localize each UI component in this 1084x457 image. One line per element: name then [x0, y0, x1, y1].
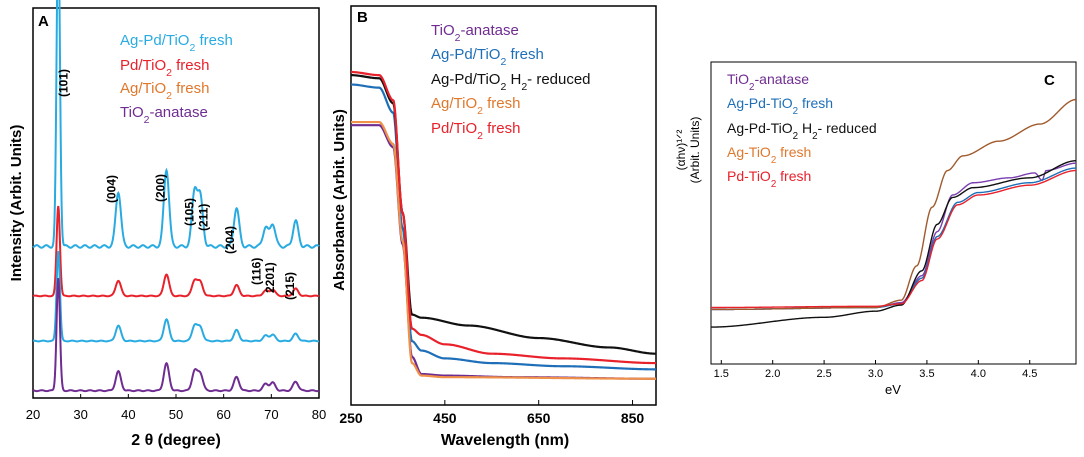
panel-c-letter: C — [1044, 72, 1055, 89]
peak-annotation-5: (204) — [223, 226, 237, 254]
x-tick-label-50: 50 — [169, 407, 183, 422]
x-tick-label-1.5: 1.5 — [714, 368, 729, 380]
legend-entry-tio-anatase: TiO2-anatase — [431, 22, 519, 44]
series-line-ag-pd-tio-fresh — [711, 167, 1077, 311]
panel-c-curves — [710, 98, 1077, 328]
series-line-tio-anatase — [711, 162, 1077, 311]
panel-c: C 1.5 2.0 2.5 3.0 3.5 4.0 4.5 TiO2-anataseAg-P… — [674, 61, 1077, 397]
legend-entry-pd-tio-fresh: Pd-TiO2 fresh — [727, 168, 811, 190]
x-tick-label-3: 3.0 — [868, 368, 883, 380]
panel-a-curves — [32, 0, 320, 393]
x-tick-label-4: 4.0 — [971, 368, 986, 380]
legend-entry-pd-tio-fresh: Pd/TiO2 fresh — [431, 120, 520, 142]
x-tick-label-250: 250 — [339, 410, 363, 426]
legend-entry-ag-tio-fresh: Ag/TiO2 fresh — [431, 95, 520, 117]
series-line-ag-tio-fresh — [351, 120, 656, 380]
x-tick-label-70: 70 — [264, 407, 278, 422]
series-line-ag-tio-fresh — [711, 98, 1077, 311]
panel-b-frame — [350, 5, 657, 406]
x-tick-label-30: 30 — [73, 407, 87, 422]
series-line-tio-anatase-3 — [32, 277, 320, 393]
panel-c-frame — [710, 61, 1077, 365]
panel-a-x-label: 2 θ (degree) — [131, 432, 221, 449]
panel-a: A (101) (004) (200) (105) (211) (204) (116) 220… — [8, 0, 326, 449]
panel-a-y-label: Intensity (Arbit. Units) — [8, 125, 25, 282]
panel-c-y-label: (αhν)¹ᐟ² — [674, 130, 688, 171]
legend-entry-tio-anatase: TiO2-anatase — [120, 104, 208, 126]
peak-annotation-1: (004) — [105, 175, 119, 203]
panel-b-curves — [350, 70, 656, 380]
panel-b-letter: B — [357, 9, 368, 26]
legend-entry-ag-tio-fresh: Ag/TiO2 fresh — [120, 80, 209, 102]
peak-annotation-7: 2201) — [263, 262, 277, 293]
panel-c-x-ticks: 1.5 2.0 2.5 3.0 3.5 4.0 4.5 — [714, 360, 1037, 380]
panel-b-y-label: Absorbance (Arbit. Units) — [331, 109, 348, 291]
panel-a-x-ticks: 20 30 40 50 60 70 80 — [26, 394, 326, 422]
x-tick-label-850: 850 — [621, 410, 645, 426]
panel-b-x-ticks: 250 450 650 850 — [339, 400, 644, 426]
series-line-pd-tio-fresh — [711, 169, 1077, 309]
series-line-ag-pd-tio-h-reduced — [710, 160, 1077, 328]
x-tick-label-4.5: 4.5 — [1022, 368, 1037, 380]
peak-annotation-4: (211) — [197, 204, 211, 231]
panel-c-y-label-units: (Arbit. Units) — [688, 117, 702, 184]
x-tick-label-450: 450 — [433, 410, 457, 426]
legend-entry-ag-pd-tio-h-reduced: Ag-Pd/TiO2 H2- reduced — [431, 71, 591, 93]
panel-b-x-label: Wavelength (nm) — [441, 432, 569, 449]
legend-entry-tio-anatase: TiO2-anatase — [727, 71, 809, 93]
panel-a-letter: A — [38, 13, 49, 30]
peak-annotation-3: (105) — [183, 198, 197, 226]
series-line-ag-pd-tio-fresh-0 — [32, 0, 320, 249]
series-line-pd-tio-fresh-1 — [32, 205, 320, 298]
panel-a-annotations: (101) (004) (200) (105) (211) (204) (116) 2201)… — [56, 69, 297, 300]
legend-entry-ag-pd-tio-h-reduced: Ag-Pd-TiO2 H2- reduced — [727, 120, 877, 142]
legend-entry-pd-tio-fresh: Pd/TiO2 fresh — [120, 57, 209, 79]
series-line-ag-pd-tio-h-reduced — [350, 74, 656, 355]
panel-c-x-label: eV — [885, 382, 901, 397]
series-line-ag-tio-fresh-2 — [32, 251, 320, 343]
x-tick-label-3.5: 3.5 — [919, 368, 934, 380]
legend-entry-ag-pd-tio-fresh: Ag-Pd-TiO2 fresh — [727, 95, 833, 117]
peak-annotation-2: (200) — [154, 174, 168, 202]
peak-annotation-8: (215) — [283, 272, 297, 300]
series-line-pd-tio-fresh — [350, 70, 656, 365]
x-tick-label-20: 20 — [26, 407, 40, 422]
legend-entry-ag-pd-tio-fresh: Ag-Pd/TiO2 fresh — [120, 32, 233, 54]
x-tick-label-60: 60 — [216, 407, 230, 422]
legend-entry-ag-pd-tio-fresh: Ag-Pd/TiO2 fresh — [431, 46, 544, 68]
x-tick-label-650: 650 — [527, 410, 551, 426]
peak-annotation-0: (101) — [56, 69, 70, 97]
x-tick-label-2.5: 2.5 — [816, 368, 831, 380]
x-tick-label-80: 80 — [312, 407, 326, 422]
legend-entry-ag-tio-fresh: Ag-TiO2 fresh — [727, 144, 811, 166]
x-tick-label-40: 40 — [121, 407, 135, 422]
x-tick-label-2: 2.0 — [765, 368, 780, 380]
peak-annotation-6: (116) — [249, 258, 263, 285]
series-line-ag-pd-tio-fresh — [350, 83, 656, 371]
